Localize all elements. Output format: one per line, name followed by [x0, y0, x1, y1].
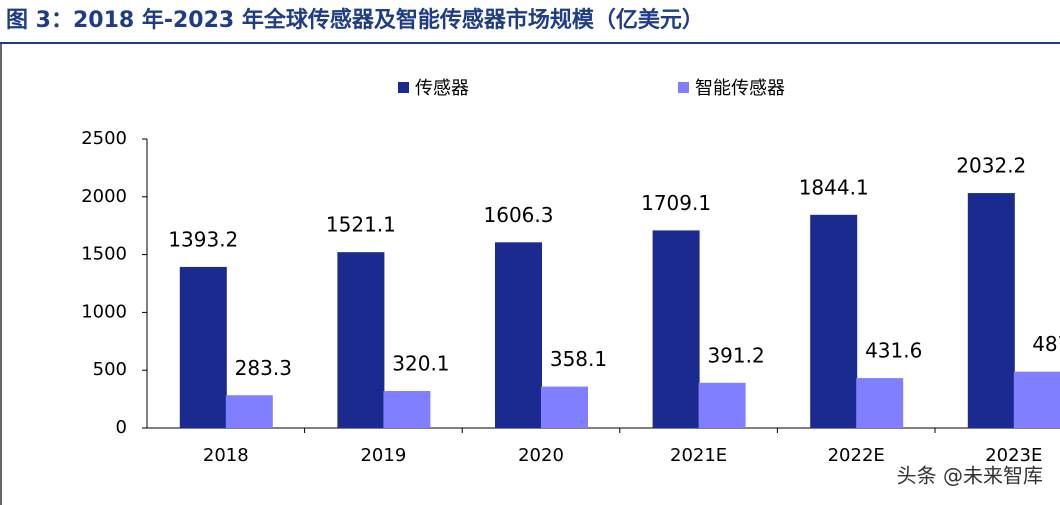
value-label: 1521.1: [326, 213, 396, 237]
y-tick-label: 1500: [81, 244, 127, 265]
legend-swatch: [678, 82, 689, 93]
value-label: 1606.3: [484, 203, 554, 227]
x-tick-label: 2023E: [985, 445, 1042, 466]
bar: [856, 378, 904, 428]
bar: [652, 230, 700, 428]
y-tick-label: 0: [116, 417, 127, 438]
legend-label: 传感器: [415, 78, 469, 99]
value-label: 358.1: [550, 347, 607, 371]
bar: [337, 252, 385, 428]
legend-label: 智能传感器: [695, 78, 785, 99]
y-tick-label: 1000: [81, 301, 127, 322]
x-tick-label: 2020: [518, 445, 564, 466]
y-tick-label: 500: [93, 359, 127, 380]
y-tick-label: 2000: [81, 186, 127, 207]
value-label: 1844.1: [799, 175, 869, 199]
bar: [810, 214, 858, 428]
x-tick-label: 2018: [203, 445, 249, 466]
x-tick-label: 2022E: [828, 445, 885, 466]
bar: [698, 382, 746, 428]
bar: [225, 395, 273, 428]
bar: [967, 193, 1015, 428]
bar: [495, 242, 542, 428]
bar: [179, 266, 227, 428]
value-label: 1393.2: [168, 227, 238, 251]
value-label: 431.6: [865, 339, 922, 363]
x-tick-label: 2021E: [670, 445, 727, 466]
bar: [383, 390, 431, 428]
x-tick-label: 2019: [360, 445, 406, 466]
y-tick-label: 2500: [81, 128, 127, 149]
legend-swatch: [398, 82, 409, 93]
value-label: 487: [1032, 332, 1060, 356]
value-label: 1709.1: [641, 191, 711, 215]
bar: [541, 386, 588, 428]
value-label: 320.1: [392, 351, 449, 375]
value-label: 391.2: [707, 343, 764, 367]
chart-title: 图 3：2018 年-2023 年全球传感器及智能传感器市场规模（亿美元）: [6, 7, 704, 33]
value-label: 2032.2: [956, 154, 1026, 178]
value-label: 283.3: [235, 356, 292, 380]
watermark: 头条 @未来智库: [897, 464, 1043, 488]
bar: [1013, 371, 1060, 428]
